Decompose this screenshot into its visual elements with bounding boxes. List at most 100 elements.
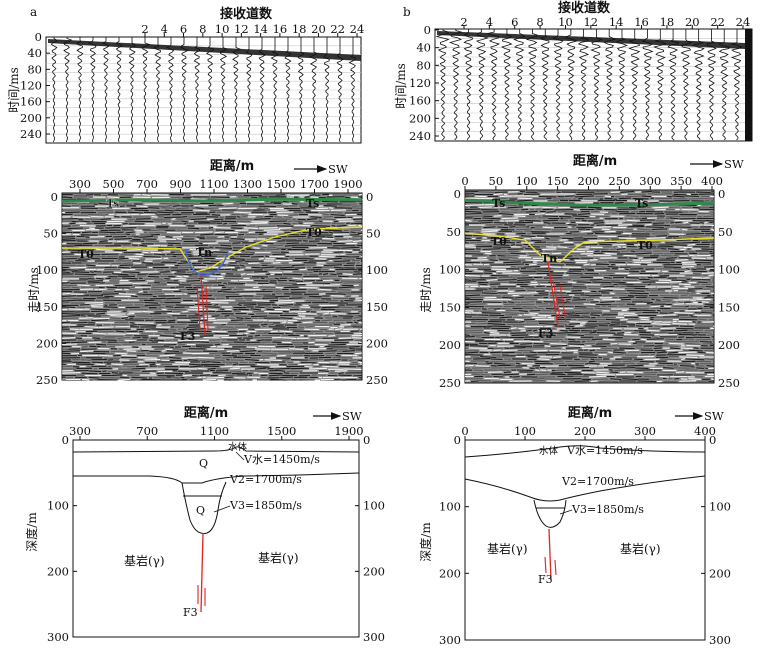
profile-title: 距离/m [210, 158, 254, 174]
panel-a-model: 距离/m SW 水体 V水=1450m/s Q V2=1700m/s Q V3=… [24, 405, 385, 644]
tick-label: 250 [608, 174, 630, 188]
label-ts-left: Ts [106, 197, 119, 210]
bedrock-right: 基岩(γ) [620, 541, 661, 556]
tick-label: 1500 [266, 177, 295, 191]
label-ts-left: Ts [492, 197, 505, 210]
t0-reflector [464, 232, 715, 263]
traces-ylabel: 时间/ms [7, 67, 21, 113]
tick-label: 150 [36, 300, 58, 314]
fault-lines [547, 261, 567, 328]
label-t0-left: T0 [78, 248, 94, 261]
tick-label: 50 [446, 225, 461, 239]
tick-label: 20 [311, 22, 326, 36]
q-lower-label: Q [196, 504, 205, 517]
tick-label: 20 [685, 15, 700, 29]
label-t0-right: T0 [306, 226, 322, 239]
model-y-ticks-left: 0 100 200 300 [439, 433, 469, 647]
tick-label: 1900 [333, 177, 362, 191]
tick-label: 18 [292, 22, 307, 36]
profile-x-ticks: 300 500 700 900 1100 1300 1500 1700 1900 [69, 177, 363, 193]
traces-ylabel: 时间/ms [394, 63, 408, 109]
tick-label: 0 [461, 424, 468, 438]
tick-label: 4 [486, 15, 493, 29]
tick-label: 100 [718, 263, 740, 277]
tick-label: 0 [461, 174, 468, 188]
profile-y-ticks-left: 0 50 100 150 200 250 [36, 190, 66, 387]
tick-label: 0 [35, 30, 42, 44]
model-direction-label: SW [342, 409, 362, 423]
model-y-ticks-right: 0 100 200 300 [701, 433, 731, 647]
tick-label: 1500 [267, 424, 296, 438]
model-fault-label: F3 [183, 606, 198, 619]
tick-label: 16 [634, 15, 649, 29]
tick-label: 0 [454, 433, 461, 447]
model-x-ticks: 0 100 200 300 400 [461, 424, 716, 440]
model-frame [464, 439, 706, 641]
tick-label: 14 [609, 15, 624, 29]
tick-label: 250 [439, 376, 461, 390]
t0-reflector [62, 226, 363, 273]
tick-label: 0 [718, 187, 725, 201]
tick-label: 0 [366, 190, 373, 204]
tick-label: 150 [718, 300, 740, 314]
tick-label: 200 [718, 338, 740, 352]
tick-label: 300 [363, 630, 385, 644]
fault-f3 [197, 532, 206, 613]
tick-label: 1300 [233, 177, 262, 191]
tick-label: 0 [51, 190, 58, 204]
tick-label: 150 [439, 300, 461, 314]
tick-label: 24 [350, 22, 365, 36]
model-y-ticks-left: 0 100 200 300 [47, 433, 77, 644]
model-frame [72, 439, 360, 638]
fault-f3 [544, 528, 557, 581]
tick-label: 900 [170, 177, 192, 191]
direction-label: SW [724, 157, 744, 171]
profile-x-ticks: 0 50 100 150 200 250 300 350 400 [461, 174, 723, 190]
tick-label: 100 [363, 499, 385, 513]
tick-label: 700 [136, 177, 158, 191]
profile-y-ticks-right: 0 50 100 150 200 250 [358, 190, 388, 387]
fault-lines [196, 274, 209, 336]
panel-b-profile: 距离/m SW Ts Ts T0 T0 Tn F3 0 50 100 150 200 25… [419, 153, 744, 390]
profile-ylabel: 走时/ms [419, 267, 433, 313]
tick-label: 200 [36, 336, 58, 350]
tick-label: 300 [634, 424, 656, 438]
tick-label: 200 [439, 566, 461, 580]
panel-a: a 接收道数 2 4 6 8 10 12 14 16 18 20 22 24 040801201602… [7, 5, 388, 644]
traces-y-ticks: 0 40 80 120 160 200 240 [409, 23, 439, 143]
tick-label: 22 [710, 15, 725, 29]
tick-label: 200 [366, 336, 388, 350]
tick-label: 2 [460, 15, 467, 29]
tick-label: 10 [558, 15, 573, 29]
bedrock-left: 基岩(γ) [124, 553, 165, 568]
tick-label: 300 [439, 633, 461, 647]
tick-label: 16 [273, 22, 288, 36]
tick-label: 6 [180, 22, 187, 36]
tick-label: 10 [215, 22, 230, 36]
tick-label: 8 [536, 15, 543, 29]
tick-label: 200 [47, 564, 69, 578]
traces-y-ticks: 0 40 80 120 160 200 240 [20, 30, 50, 141]
tick-label: 40 [416, 41, 431, 55]
tick-label: 100 [36, 263, 58, 277]
tick-label: 1100 [199, 177, 228, 191]
tick-label: 160 [20, 95, 42, 109]
tick-label: 80 [27, 62, 42, 76]
label-tn: Tn [541, 252, 557, 265]
tick-label: 0 [363, 433, 370, 447]
panel-b-letter: b [403, 5, 411, 19]
tick-label: 160 [409, 94, 431, 108]
traces-x-ticks: 2 4 6 8 10 12 14 16 18 20 22 24 [141, 22, 364, 37]
tick-label: 4 [161, 22, 168, 36]
ts-reflector [61, 197, 363, 203]
traces-title: 接收道数 [558, 0, 611, 16]
q-upper-label: Q [199, 457, 208, 470]
tn-reflector [185, 249, 229, 276]
profile-y-ticks-right: 0 50 100 150 200 250 [710, 187, 740, 390]
tick-label: 1900 [334, 424, 363, 438]
lens-boundary [181, 481, 227, 534]
tick-label: 200 [439, 338, 461, 352]
q-boundary [464, 475, 706, 502]
tick-label: 80 [416, 58, 431, 72]
